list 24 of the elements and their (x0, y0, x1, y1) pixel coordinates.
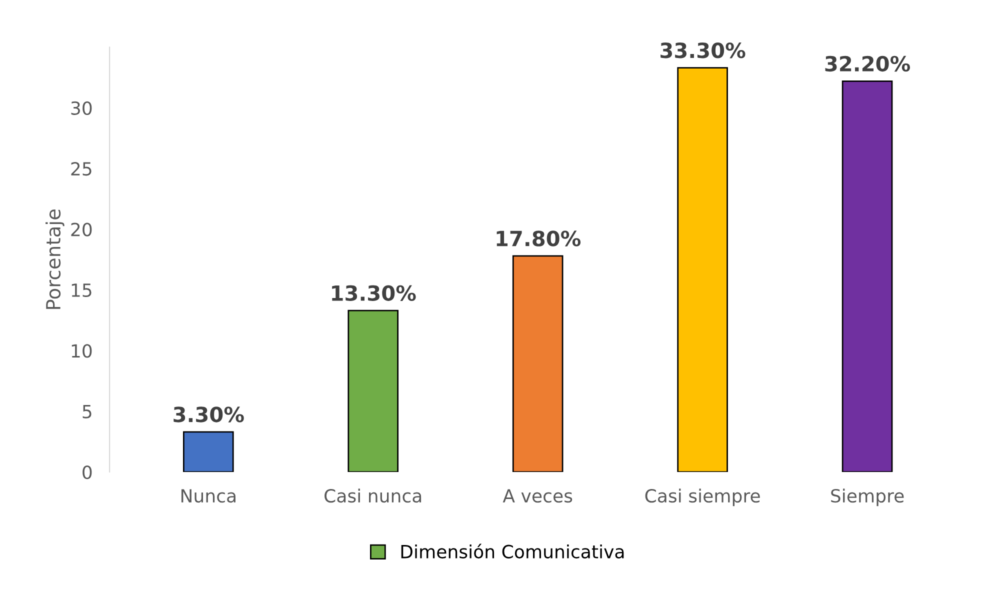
x-tick-label: Casi siempre (645, 488, 760, 506)
x-tick-label: Casi nunca (324, 488, 422, 503)
data-label: 33.30% (660, 42, 746, 58)
bar (182, 431, 234, 472)
y-tick-label: 15 (72, 284, 92, 298)
y-axis-title: Porcentaje (46, 209, 64, 309)
legend-label: Dimensión Comunicativa (401, 544, 624, 558)
y-tick-label: 20 (71, 222, 92, 236)
y-tick-label: 10 (72, 344, 92, 358)
x-tick-label: Nunca (181, 489, 236, 503)
y-tick-label: 30 (71, 101, 92, 115)
data-label: 13.30% (332, 285, 416, 301)
data-label: 17.80% (496, 230, 581, 246)
y-tick-label: 5 (82, 405, 92, 418)
bar (677, 67, 728, 472)
bar (348, 310, 399, 472)
data-label: 32.20% (825, 56, 910, 72)
bar (512, 255, 564, 472)
y-tick-label: 0 (82, 465, 92, 480)
bar (842, 80, 893, 472)
x-tick-label: A veces (502, 489, 572, 503)
x-tick-label: Siempre (831, 488, 904, 506)
data-label: 3.30% (174, 406, 244, 422)
y-tick-label: 25 (71, 162, 92, 176)
